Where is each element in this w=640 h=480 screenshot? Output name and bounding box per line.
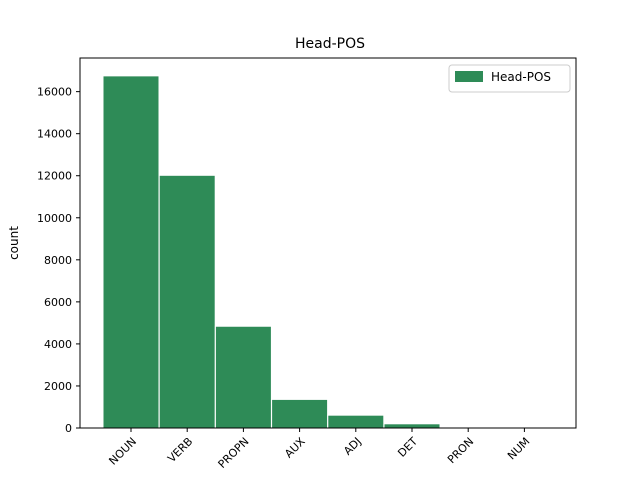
x-tick-label-pron: PRON xyxy=(445,435,476,466)
y-tick-label: 0 xyxy=(65,422,72,435)
bar-det xyxy=(383,423,441,429)
plot-frame xyxy=(79,57,577,429)
bar-noun xyxy=(102,75,160,429)
bar-verb xyxy=(158,174,216,429)
x-tick-label-noun: NOUN xyxy=(106,435,139,468)
bar-propn xyxy=(214,325,272,429)
legend-swatch xyxy=(455,71,483,82)
x-tick-label-adj: ADJ xyxy=(341,435,364,458)
y-tick-label: 8000 xyxy=(44,254,72,267)
legend-label: Head-POS xyxy=(491,70,551,84)
x-tick-label-propn: PROPN xyxy=(216,435,252,471)
chart-title: Head-POS xyxy=(295,36,365,52)
y-tick-label: 6000 xyxy=(44,296,72,309)
x-tick-label-verb: VERB xyxy=(165,435,195,465)
bars-group xyxy=(102,75,553,429)
legend: Head-POS xyxy=(448,64,571,93)
y-tick-label: 2000 xyxy=(44,380,72,393)
x-tick-label-aux: AUX xyxy=(282,435,308,461)
y-tick-label: 4000 xyxy=(44,338,72,351)
x-tick-label-num: NUM xyxy=(505,435,532,462)
y-tick-label: 12000 xyxy=(37,170,72,183)
x-ticks-group: NOUN VERB PROPN AUX ADJ DET PRON NUM xyxy=(106,428,533,471)
bar-adj xyxy=(327,414,385,429)
y-tick-label: 16000 xyxy=(37,86,72,99)
y-axis-label: count xyxy=(7,226,21,260)
y-tick-label: 10000 xyxy=(37,212,72,225)
y-ticks-group: 0 2000 4000 6000 8000 10000 12000 14000 16000 xyxy=(37,86,80,435)
bar-aux xyxy=(271,398,329,429)
x-tick-label-det: DET xyxy=(395,435,420,460)
y-tick-label: 14000 xyxy=(37,128,72,141)
